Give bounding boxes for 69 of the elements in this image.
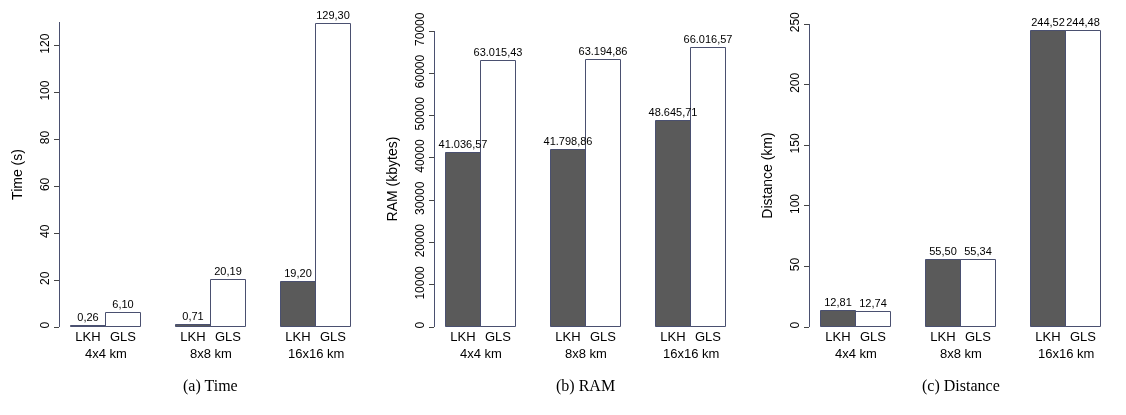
text: (c) Distance	[922, 377, 1000, 395]
text: LKH	[285, 329, 311, 344]
series-label: GLS	[109, 329, 137, 344]
text: GLS	[589, 329, 617, 344]
text: LKH	[930, 329, 956, 344]
y-tick-label: 40	[38, 224, 53, 239]
data-label: 63.194,86	[578, 44, 628, 57]
data-label: 66.016,57	[683, 32, 733, 45]
text: GLS	[319, 329, 347, 344]
y-tick-label: 250	[788, 11, 803, 33]
text: LKH	[555, 329, 581, 344]
y-tick-label: 10000	[413, 265, 428, 300]
y-tick-label: 50000	[413, 96, 428, 131]
y-tick-label: 60	[38, 177, 53, 192]
y-tick-label: 60000	[413, 54, 428, 89]
text: GLS	[964, 329, 992, 344]
data-label: 55,50	[929, 244, 957, 257]
data-label: 12,81	[824, 295, 852, 308]
y-tick-label: 0	[413, 321, 428, 329]
x-tick-label: 16x16 km	[1038, 346, 1095, 361]
y-tick-label: 30000	[413, 181, 428, 216]
text: LKH	[660, 329, 686, 344]
y-axis-title: Time (s)	[9, 149, 25, 200]
x-tick-label: 16x16 km	[663, 346, 720, 361]
y-tick-label: 70000	[413, 12, 428, 46]
text: LKH	[1035, 329, 1061, 344]
y-tick-label: 20000	[413, 223, 428, 258]
series-label: LKH	[75, 329, 101, 344]
data-label: 129,30	[316, 8, 350, 21]
data-label: 55,34	[964, 244, 992, 257]
text: (a) Time	[183, 377, 238, 395]
y-tick-label: 50	[788, 257, 803, 272]
y-tick-label: 100	[38, 80, 53, 101]
x-tick-label: 8x8 km	[190, 346, 232, 361]
y-tick-label: 200	[788, 72, 803, 93]
data-label: 0,71	[182, 309, 204, 322]
text: GLS	[1069, 329, 1097, 344]
text: GLS	[214, 329, 242, 344]
data-label: 244,48	[1066, 15, 1100, 28]
series-label: LKH	[825, 329, 851, 344]
x-tick-label: 8x8 km	[940, 346, 982, 361]
y-tick-label: 120	[38, 33, 53, 54]
y-tick-label: 0	[38, 321, 53, 329]
y-tick-label: 80	[38, 130, 53, 145]
y-tick-label: 0	[788, 321, 803, 329]
data-label: 20,19	[214, 264, 242, 277]
data-label: 244,52	[1031, 15, 1065, 28]
y-tick-label: 100	[788, 193, 803, 215]
y-axis-title: Distance (km)	[759, 132, 775, 219]
text: GLS	[694, 329, 722, 344]
y-tick-label: 40000	[413, 139, 428, 173]
data-label: 12,74	[859, 296, 887, 309]
x-tick-label: 16x16 km	[288, 346, 345, 361]
x-tick-label: 8x8 km	[565, 346, 607, 361]
x-tick-label: 4x4 km	[835, 346, 877, 361]
series-label: GLS	[859, 329, 887, 344]
series-label: GLS	[484, 329, 512, 344]
x-tick-label: 4x4 km	[460, 346, 502, 361]
y-axis-title: RAM (kbytes)	[384, 136, 400, 222]
text: (b) RAM	[556, 377, 616, 395]
series-label: LKH	[450, 329, 476, 344]
data-label: 19,20	[284, 266, 312, 279]
x-tick-label: 4x4 km	[85, 346, 127, 361]
data-label: 63.015,43	[473, 45, 523, 58]
data-label: 0,26	[77, 310, 99, 323]
y-tick-label: 20	[38, 271, 53, 285]
data-label: 6,10	[112, 297, 134, 310]
y-tick-label: 150	[788, 133, 803, 154]
text: LKH	[180, 329, 206, 344]
